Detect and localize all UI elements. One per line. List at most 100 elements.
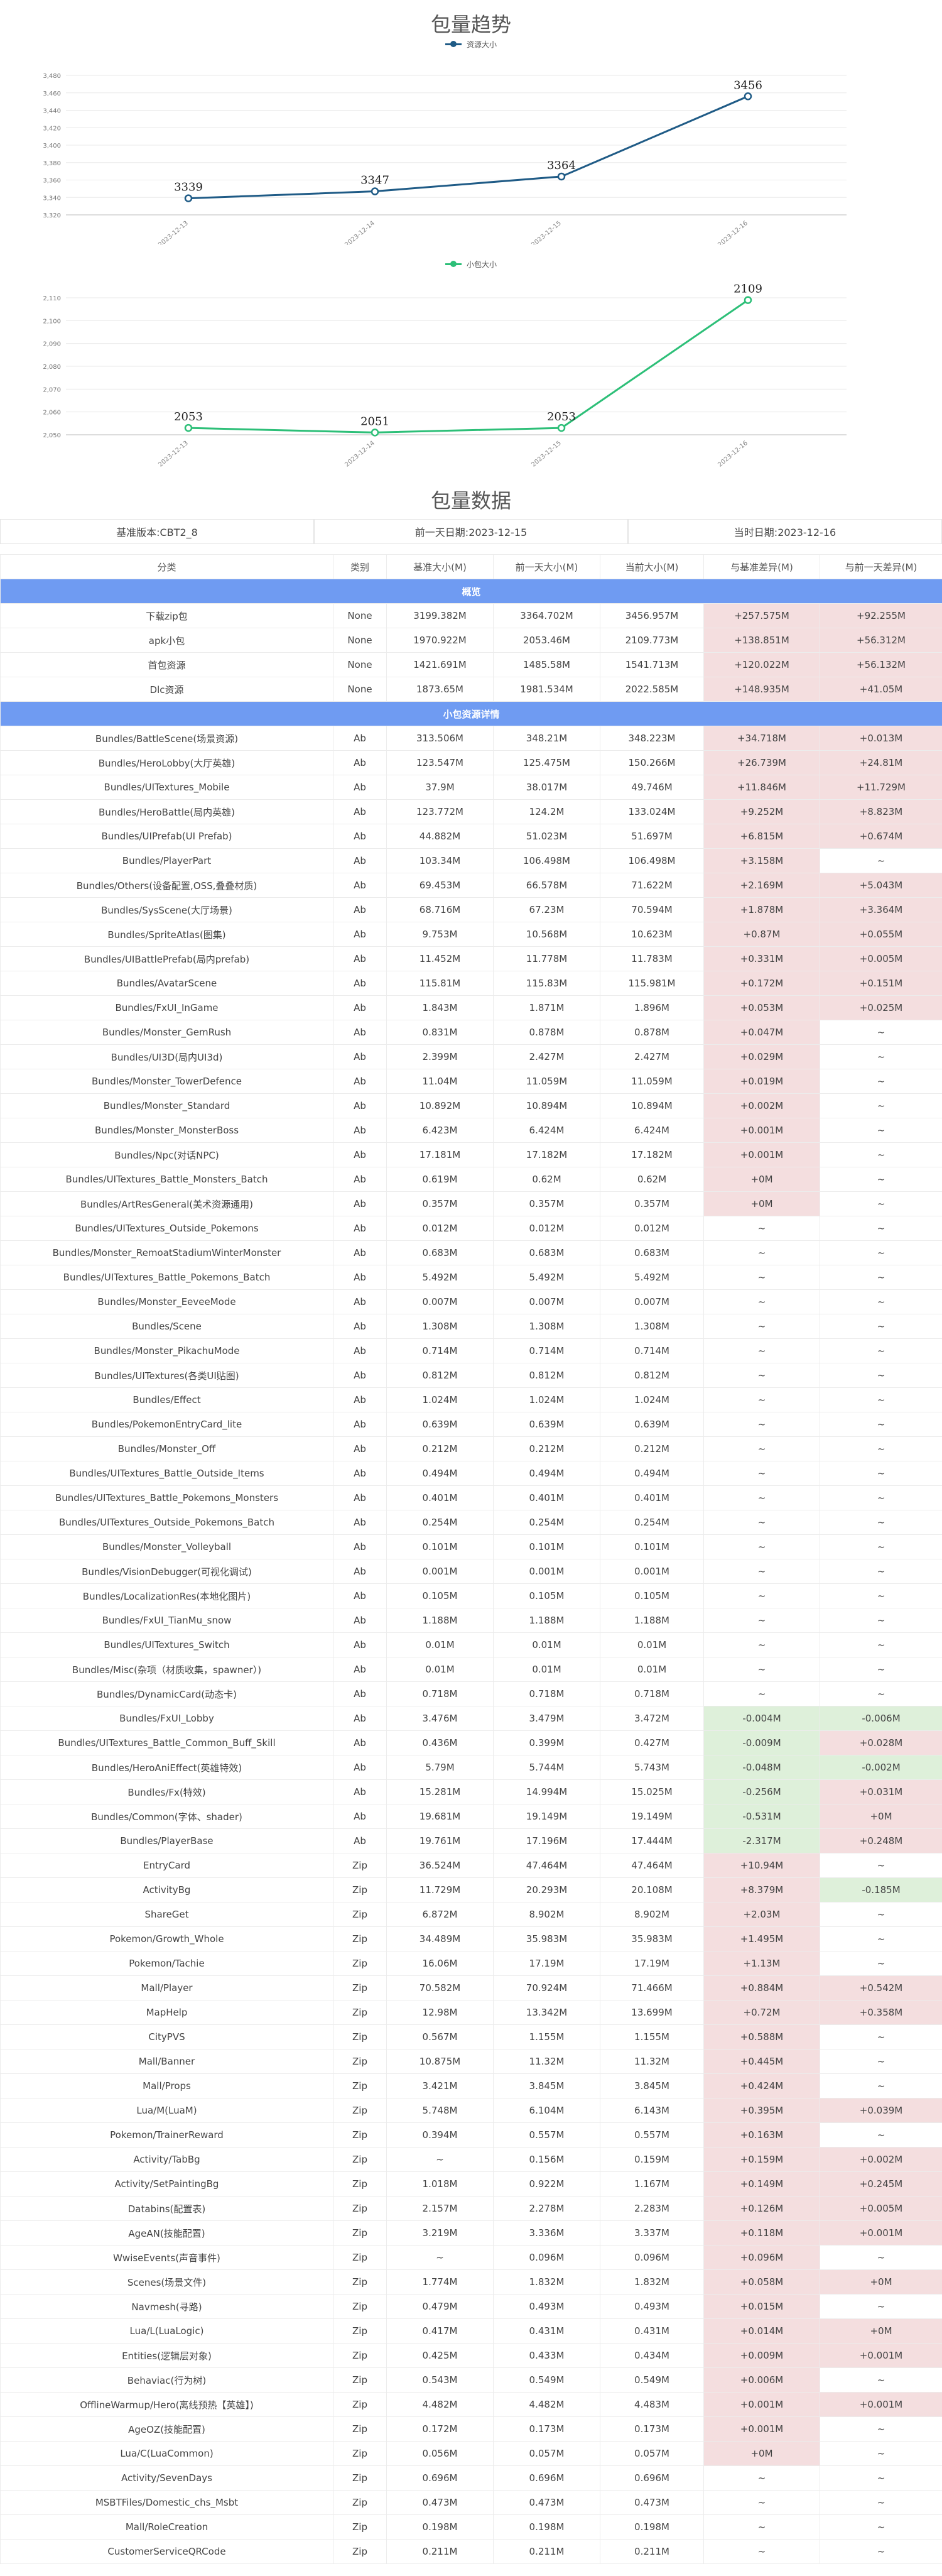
cell-diff-previous: ~ — [820, 1559, 942, 1584]
cell-diff-previous: +0.674M — [820, 824, 942, 849]
cell-diff-baseline: +0.588M — [703, 2024, 820, 2049]
cell-baseline-size: 0.543M — [386, 2367, 494, 2393]
cell-diff-baseline: +0.87M — [703, 922, 820, 947]
table-row: Bundles/Monster_Standard Ab 10.892M 10.894M… — [0, 1093, 942, 1118]
table-row: Activity/TabBg Zip ~0.156M 0.159M +0.159M +0.… — [0, 2147, 942, 2172]
section-title: 概览 — [0, 579, 942, 604]
cell-baseline-size: 0.473M — [386, 2490, 494, 2515]
cell-type: Ab — [333, 1142, 387, 1167]
cell-type: Ab — [333, 971, 387, 996]
table-row: Databins(配置表) Zip 2.157M 2.278M 2.283M +0.126… — [0, 2196, 942, 2221]
cell-current-size: 49.746M — [600, 775, 704, 800]
cell-category: Bundles/Monster_EeveeMode — [0, 1289, 333, 1314]
cell-diff-baseline: +0.014M — [703, 2318, 820, 2344]
cell-category: Bundles/UITextures_Battle_Common_Buff_Sk… — [0, 1730, 333, 1755]
cell-previous-size: 5.492M — [493, 1265, 600, 1290]
cell-category: EntryCard — [0, 1853, 333, 1878]
cell-current-size: 71.466M — [600, 1975, 704, 2000]
chart2-legend[interactable]: 小包大小 — [0, 259, 942, 270]
cell-baseline-size: 0.714M — [386, 1338, 494, 1363]
cell-type: Ab — [333, 897, 387, 922]
cell-current-size: 0.012M — [600, 1216, 704, 1241]
cell-current-size: 106.498M — [600, 848, 704, 873]
table-row: Entities(逻辑层对象) Zip 0.425M 0.433M 0.434M +0.0… — [0, 2343, 942, 2368]
table-row: Bundles/LocalizationRes(本地化图片) Ab 0.105M 0.… — [0, 1583, 942, 1608]
data-point — [557, 172, 566, 181]
cell-diff-baseline: ~ — [703, 1681, 820, 1706]
header-baseline-size: 基准大小(M) — [386, 554, 494, 579]
cell-previous-size: 0.001M — [493, 1559, 600, 1584]
cell-baseline-size: 123.547M — [386, 750, 494, 775]
y-tick-label: 2,070 — [43, 386, 61, 393]
cell-category: Activity/TabBg — [0, 2147, 333, 2172]
cell-category: Mall/Props — [0, 2073, 333, 2098]
cell-current-size: 5.492M — [600, 1265, 704, 1290]
table-title: 包量数据 — [430, 489, 511, 513]
cell-baseline-size: 0.417M — [386, 2318, 494, 2344]
x-tick-label: 2023-12-13 — [157, 440, 190, 469]
cell-diff-baseline: +11.846M — [703, 775, 820, 800]
cell-baseline-size: 1873.65M — [386, 677, 494, 702]
cell-diff-baseline: +8.379M — [703, 1877, 820, 1902]
cell-current-size: 17.444M — [600, 1828, 704, 1853]
cell-category: Bundles/UITextures_Battle_Pokemons_Monst… — [0, 1485, 333, 1510]
cell-previous-size: 17.196M — [493, 1828, 600, 1853]
cell-previous-size: 0.878M — [493, 1020, 600, 1045]
table-row: ActivityBg Zip 11.729M 20.293M 20.108M +8.379… — [0, 1877, 942, 1902]
cell-previous-size: 0.101M — [493, 1534, 600, 1559]
chart1-legend[interactable]: 资源大小 — [0, 39, 942, 50]
table-row: Bundles/VisionDebugger(可视化调试) Ab 0.001M 0.0… — [0, 1559, 942, 1584]
cell-baseline-size: 123.772M — [386, 799, 494, 824]
cell-baseline-size: 15.281M — [386, 1779, 494, 1804]
table-row: Bundles/FxUI_Lobby Ab 3.476M 3.479M 3.472M -0… — [0, 1706, 942, 1731]
cell-category: Bundles/Fx(特效) — [0, 1779, 333, 1804]
cell-previous-size: 0.493M — [493, 2294, 600, 2319]
cell-diff-baseline: ~ — [703, 1608, 820, 1633]
cell-type: Ab — [333, 1632, 387, 1657]
cell-diff-baseline: +0.331M — [703, 946, 820, 971]
cell-diff-baseline: +34.718M — [703, 726, 820, 751]
cell-category: 下载zip包 — [0, 603, 333, 628]
series-line — [188, 95, 749, 200]
table-row: Bundles/HeroAniEffect(英雄特效) Ab 5.79M 5.744M… — [0, 1755, 942, 1780]
cell-current-size: 1.024M — [600, 1387, 704, 1412]
cell-category: Bundles/Others(设备配置,OSS,叠叠材质) — [0, 873, 333, 898]
cell-current-size: 3456.957M — [600, 603, 704, 628]
cell-previous-size: 1.308M — [493, 1314, 600, 1339]
cell-current-size: 0.173M — [600, 2416, 704, 2442]
cell-previous-size: 11.059M — [493, 1069, 600, 1094]
cell-category: Bundles/UITextures(各类UI贴图) — [0, 1363, 333, 1388]
cell-type: Ab — [333, 1069, 387, 1094]
cell-type: Ab — [333, 1314, 387, 1339]
cell-type: Zip — [333, 2269, 387, 2295]
table-row: Bundles/PlayerPart Ab 103.34M 106.498M 106.4… — [0, 848, 942, 873]
cell-current-size: 0.431M — [600, 2318, 704, 2344]
cell-diff-baseline: +2.169M — [703, 873, 820, 898]
table-row: Bundles/Common(字体、shader) Ab 19.681M 19.149… — [0, 1804, 942, 1829]
table-row: Bundles/PokemonEntryCard_lite Ab 0.639M 0.6… — [0, 1412, 942, 1437]
cell-baseline-size: 2.399M — [386, 1044, 494, 1069]
cell-baseline-size: 2.157M — [386, 2196, 494, 2221]
cell-current-size: 19.149M — [600, 1804, 704, 1829]
table-row: Pokemon/TrainerReward Zip 0.394M 0.557M 0.55… — [0, 2122, 942, 2148]
cell-diff-previous: ~ — [820, 2539, 942, 2564]
cell-diff-previous: +0.001M — [820, 2392, 942, 2417]
cell-type: Ab — [333, 1534, 387, 1559]
cell-previous-size: 70.924M — [493, 1975, 600, 2000]
cell-current-size: 1.896M — [600, 995, 704, 1020]
cell-type: Ab — [333, 750, 387, 775]
cell-baseline-size: 1.188M — [386, 1608, 494, 1633]
cell-diff-previous: +0.542M — [820, 1975, 942, 2000]
data-point — [184, 423, 193, 432]
cell-diff-baseline: ~ — [703, 1412, 820, 1437]
table-row: Bundles/Effect Ab 1.024M 1.024M 1.024M ~ ~ — [0, 1387, 942, 1412]
cell-type: Zip — [333, 1853, 387, 1878]
y-tick-label: 3,420 — [43, 125, 61, 132]
cell-previous-size: 0.683M — [493, 1240, 600, 1265]
cell-current-size: 0.105M — [600, 1583, 704, 1608]
cell-category: Bundles/Monster_Off — [0, 1436, 333, 1461]
legend-label: 小包大小 — [466, 260, 497, 269]
cell-current-size: 15.025M — [600, 1779, 704, 1804]
cell-previous-size: 0.473M — [493, 2490, 600, 2515]
cell-previous-size: 0.922M — [493, 2171, 600, 2197]
